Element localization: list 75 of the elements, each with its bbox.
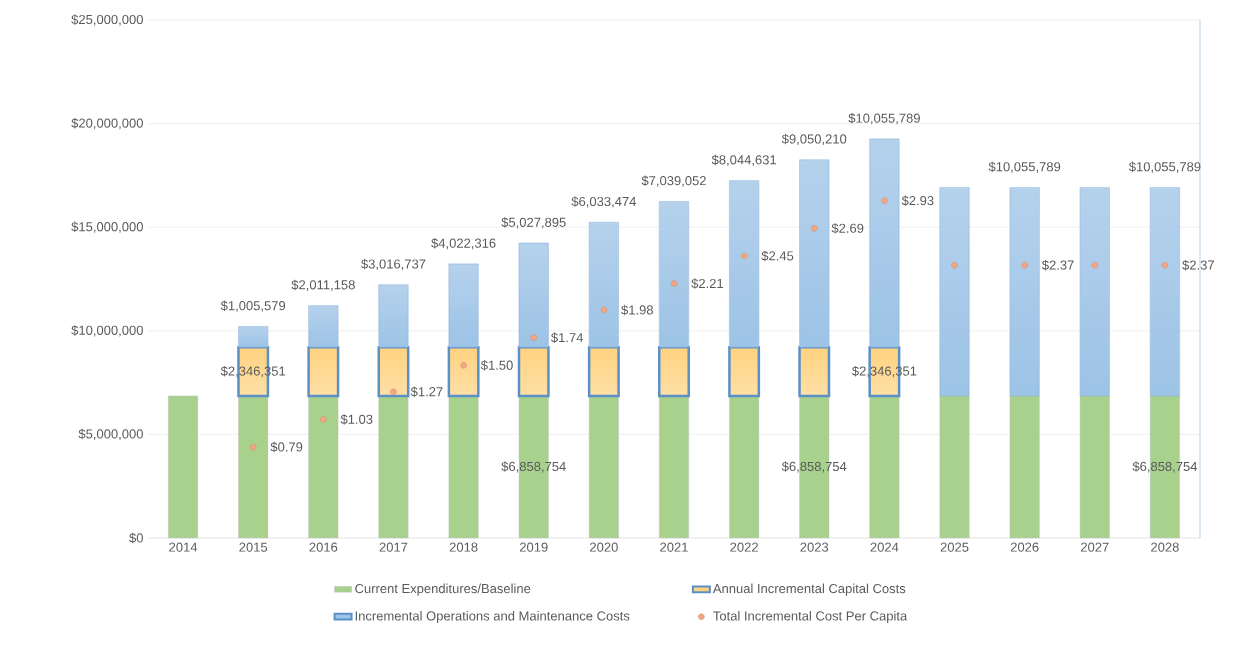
x-tick-label: 2016 <box>309 542 338 552</box>
bar <box>588 395 619 539</box>
data-label: $1.50 <box>480 360 513 371</box>
x-tick-label: 2021 <box>660 542 688 552</box>
point <box>250 443 257 451</box>
point <box>1021 261 1028 269</box>
y-tick-label: $0 <box>129 532 143 544</box>
data-label: $1,005,579 <box>220 300 286 312</box>
data-label: $6,033,474 <box>571 196 636 208</box>
point <box>670 280 678 287</box>
legend-label: Current Expenditures/Baseline <box>355 583 531 596</box>
point <box>1091 261 1098 269</box>
legend-label: Annual Incremental Capital Costs <box>712 583 906 596</box>
x-tick-label: 2017 <box>379 542 408 552</box>
bar <box>869 395 900 539</box>
data-label: $1.27 <box>410 386 443 398</box>
bar <box>168 395 198 539</box>
x-tick-label: 2027 <box>1080 542 1109 552</box>
x-tick-label: 2026 <box>1010 542 1039 552</box>
data-label: $1.98 <box>621 304 653 316</box>
bar <box>378 395 409 539</box>
point <box>320 416 327 423</box>
x-tick-label: 2022 <box>730 542 758 552</box>
data-label: $2.45 <box>761 250 794 262</box>
data-label: $0.79 <box>270 441 303 453</box>
y-tick-label: $15,000,000 <box>71 221 143 233</box>
x-tick-label: 2025 <box>940 542 969 552</box>
bar <box>448 395 479 539</box>
data-label: $2.21 <box>691 278 724 289</box>
data-label: $10,055,789 <box>1128 161 1201 173</box>
data-label: $3,016,737 <box>361 258 426 271</box>
x-tick-label: 2015 <box>239 542 268 552</box>
data-label: $1.03 <box>340 414 373 425</box>
data-label: $4,022,316 <box>431 238 496 250</box>
legend-label: Incremental Operations and Maintenance Costs <box>355 610 630 624</box>
point <box>740 252 748 260</box>
bar <box>939 395 970 539</box>
data-label: $8,044,631 <box>711 154 777 166</box>
data-label: $2.37 <box>1182 259 1214 271</box>
data-label: $7,039,052 <box>641 175 706 187</box>
bar <box>1079 395 1110 539</box>
point <box>951 261 958 269</box>
y-tick-label: $5,000,000 <box>78 428 143 441</box>
x-tick-label: 2023 <box>800 542 829 552</box>
x-tick-label: 2019 <box>519 542 548 552</box>
point <box>530 334 537 341</box>
y-tick-label: $20,000,000 <box>71 117 143 130</box>
x-tick-label: 2024 <box>870 542 899 552</box>
y-tick-label: $10,000,000 <box>71 325 143 337</box>
data-label: $2.93 <box>901 195 934 206</box>
bar <box>308 395 339 539</box>
point <box>811 225 818 232</box>
point <box>1161 261 1169 269</box>
point <box>881 197 888 204</box>
data-label: $2.69 <box>831 223 864 234</box>
point <box>460 362 467 369</box>
data-label: $5,027,895 <box>501 217 566 229</box>
x-tick-label: 2018 <box>449 542 478 552</box>
point <box>390 388 397 395</box>
data-label: $9,050,210 <box>781 133 847 146</box>
bar <box>659 395 689 539</box>
data-label: $1.74 <box>551 332 584 343</box>
data-label: $10,055,789 <box>848 112 920 125</box>
x-tick-label: 2020 <box>590 542 618 552</box>
point <box>600 306 608 314</box>
data-label: $2.37 <box>1041 259 1074 271</box>
bar <box>729 395 760 539</box>
x-tick-label: 2028 <box>1151 542 1179 552</box>
data-label: $2,011,158 <box>291 279 355 291</box>
bar <box>238 395 269 539</box>
y-tick-label: $25,000,000 <box>71 14 143 26</box>
legend-label: Total Incremental Cost Per Capita <box>713 610 908 624</box>
x-tick-label: 2014 <box>169 542 198 552</box>
data-label: $10,055,789 <box>988 161 1061 173</box>
bar <box>1009 395 1040 539</box>
